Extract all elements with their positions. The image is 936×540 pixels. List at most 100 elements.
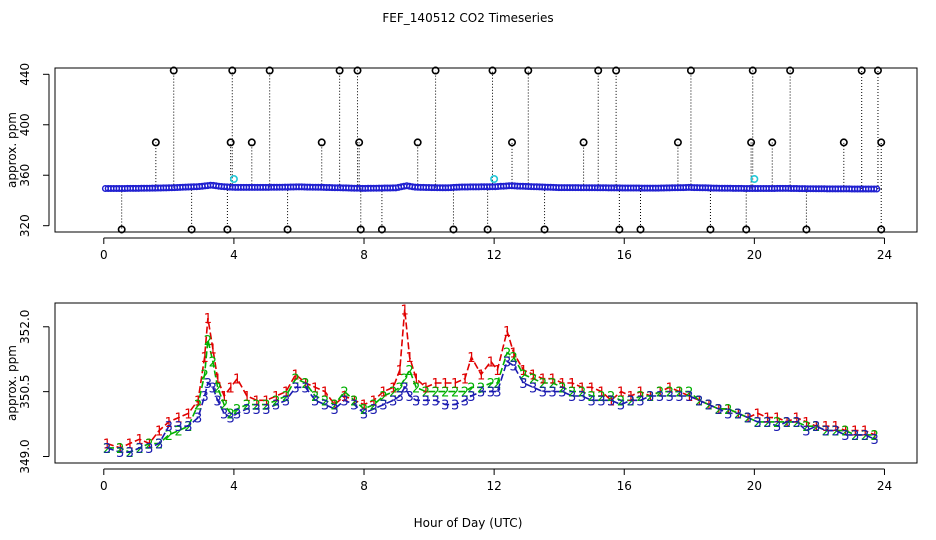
series-3-point: 3 xyxy=(461,394,469,409)
series-1-point: 1 xyxy=(568,377,576,392)
series-2-point: 2 xyxy=(685,386,693,401)
series-3-point: 3 xyxy=(744,412,752,427)
series-1-point: 1 xyxy=(253,394,261,409)
series-3-point: 3 xyxy=(607,394,615,409)
series-3-point: 3 xyxy=(405,390,413,405)
raw-spike-point xyxy=(169,66,178,75)
series-1-point: 1 xyxy=(370,394,378,409)
series-1-point: 1 xyxy=(431,377,439,392)
series-2-point: 2 xyxy=(194,399,202,414)
series-3-point: 3 xyxy=(568,390,576,405)
raw-panel-baseline xyxy=(101,181,881,193)
series-3-point: 3 xyxy=(360,407,368,422)
series-3-point: 3 xyxy=(617,399,625,414)
series-3-point: 3 xyxy=(467,390,475,405)
series-2-point: 2 xyxy=(227,407,235,422)
x-axis-title: Hour of Day (UTC) xyxy=(414,516,523,530)
series-1-point: 1 xyxy=(467,351,475,366)
smoothed-x-tick-label: 24 xyxy=(877,479,892,493)
raw-spike-point xyxy=(187,225,196,234)
series-2-point: 2 xyxy=(262,399,270,414)
series-1-point: 1 xyxy=(773,412,781,427)
series-2-point: 2 xyxy=(812,420,820,435)
raw-y-tick-label: 360 xyxy=(18,164,32,187)
series-1-point: 1 xyxy=(292,368,300,383)
series-1-point: 1 xyxy=(405,351,413,366)
series-3-point: 3 xyxy=(519,377,527,392)
series-3-point: 3 xyxy=(773,420,781,435)
series-1-point: 1 xyxy=(636,386,644,401)
series-3-point: 3 xyxy=(116,446,124,461)
series-2-point: 2 xyxy=(331,399,339,414)
series-1-point: 1 xyxy=(301,377,309,392)
series-3-point: 3 xyxy=(685,390,693,405)
smoothed-x-tick-label: 0 xyxy=(100,479,108,493)
series-2-point: 2 xyxy=(675,386,683,401)
series-3-point: 3 xyxy=(832,425,840,440)
series-2-point: 2 xyxy=(627,394,635,409)
series-3-point: 3 xyxy=(209,381,217,396)
series-2-point: 2 xyxy=(705,399,713,414)
series-2-point: 2 xyxy=(272,394,280,409)
series-3-point: 3 xyxy=(292,381,300,396)
series-1-point: 1 xyxy=(126,438,134,453)
series-2-point: 2 xyxy=(165,429,173,444)
raw-y-tick-label: 400 xyxy=(18,113,32,136)
series-2-point: 2 xyxy=(558,381,566,396)
raw-spike-point xyxy=(377,225,386,234)
series-3-point: 3 xyxy=(851,429,859,444)
series-2-point: 2 xyxy=(519,368,527,383)
raw-spike-point xyxy=(223,225,232,234)
series-2-point: 2 xyxy=(431,386,439,401)
series-3-point: 3 xyxy=(841,429,849,444)
series-3-point: 3 xyxy=(783,416,791,431)
series-2-point: 2 xyxy=(461,386,469,401)
series-1-point: 1 xyxy=(549,373,557,388)
series-2-point: 2 xyxy=(220,399,228,414)
series-3-point: 3 xyxy=(233,407,241,422)
series-2-point: 2 xyxy=(350,394,358,409)
series-1-point: 1 xyxy=(379,386,387,401)
series-3-point: 3 xyxy=(282,394,290,409)
series-3-point: 3 xyxy=(396,390,404,405)
series-3-point: 3 xyxy=(597,394,605,409)
series-2-point: 2 xyxy=(871,429,879,444)
series-1-point: 1 xyxy=(396,364,404,379)
series-1-point: 1 xyxy=(666,381,674,396)
series-3-point: 3 xyxy=(431,394,439,409)
raw-spike-point xyxy=(877,225,886,234)
series-2-point: 2 xyxy=(340,386,348,401)
series-3-point: 3 xyxy=(350,399,358,414)
series-1-point: 1 xyxy=(812,420,820,435)
series-1-point: 1 xyxy=(412,373,420,388)
series-1-point: 1 xyxy=(209,342,217,357)
series-1-point: 1 xyxy=(487,355,495,370)
series-2-point: 2 xyxy=(763,416,771,431)
series-2-point: 2 xyxy=(292,373,300,388)
series-2-point: 2 xyxy=(174,425,182,440)
series-2-point: 2 xyxy=(184,420,192,435)
series-2-point: 2 xyxy=(802,420,810,435)
series-1-point: 1 xyxy=(685,390,693,405)
series-2-point: 2 xyxy=(792,416,800,431)
series-1-point: 1 xyxy=(724,403,732,418)
series-3-point: 3 xyxy=(389,394,397,409)
series-1-point: 1 xyxy=(174,412,182,427)
series-1-point: 1 xyxy=(321,386,329,401)
series-1-point: 1 xyxy=(558,377,566,392)
series-3-point: 3 xyxy=(705,399,713,414)
raw-spike-point xyxy=(742,225,751,234)
series-3-point: 3 xyxy=(656,390,664,405)
smoothed-x-tick-label: 12 xyxy=(486,479,501,493)
series-1-point: 1 xyxy=(311,381,319,396)
series-2-point: 2 xyxy=(753,416,761,431)
series-1-point: 1 xyxy=(783,416,791,431)
raw-spike-point xyxy=(228,66,237,75)
series-2-point: 2 xyxy=(597,390,605,405)
raw-spike-point xyxy=(431,66,440,75)
series-2-point: 2 xyxy=(145,438,153,453)
series-1-point: 1 xyxy=(656,386,664,401)
raw-spike-point xyxy=(636,225,645,234)
